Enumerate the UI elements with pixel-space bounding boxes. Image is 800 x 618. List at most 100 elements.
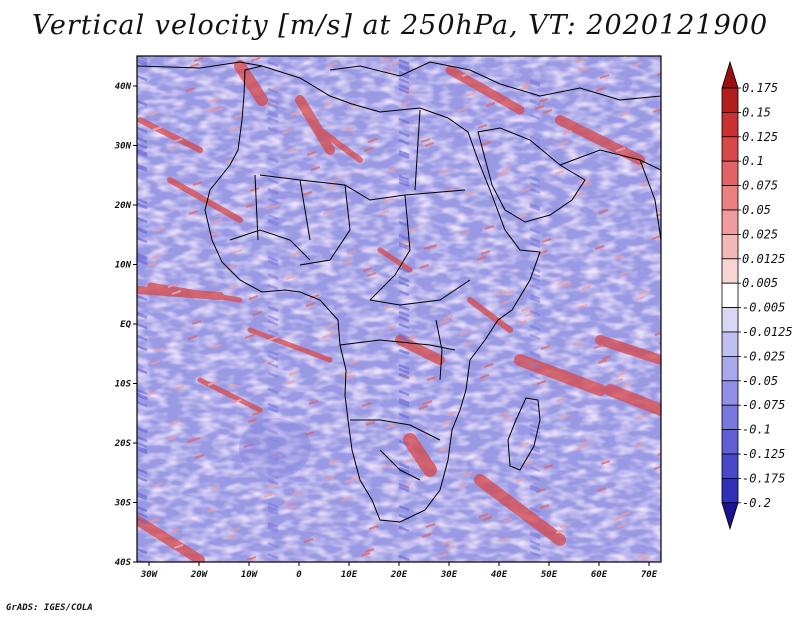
downdraft-fleck (137, 148, 148, 156)
colorbar-bottom-arrow (721, 502, 739, 531)
updraft-fleck (385, 424, 396, 429)
updraft-band (395, 335, 445, 365)
updraft-fleck (171, 290, 182, 295)
updraft-fleck (265, 205, 276, 210)
updraft-fleck (168, 145, 179, 150)
colorbar-swatch (721, 453, 739, 479)
updraft-fleck (387, 167, 398, 172)
downdraft-fleck (267, 353, 279, 361)
updraft-fleck (594, 245, 605, 250)
updraft-fleck (153, 482, 164, 487)
downdraft-fleck (398, 177, 410, 185)
updraft-fleck (251, 411, 262, 416)
updraft-fleck (286, 148, 297, 153)
downdraft-fleck (137, 547, 148, 555)
updraft-fleck (426, 376, 437, 381)
updraft-fleck (345, 375, 356, 380)
updraft-fleck (439, 319, 450, 324)
downdraft-fleck (267, 526, 279, 534)
updraft-fleck (383, 198, 394, 203)
updraft-fleck (212, 218, 223, 223)
updraft-fleck (289, 252, 300, 257)
downdraft-fleck (398, 310, 410, 318)
updraft-fleck (243, 443, 254, 448)
downdraft-fleck (267, 177, 279, 185)
downdraft-fleck (137, 491, 148, 499)
updraft-fleck (639, 181, 650, 186)
downdraft-fleck (529, 296, 541, 304)
downdraft-fleck (267, 116, 279, 124)
downdraft-fleck (267, 371, 279, 379)
updraft-fleck (149, 518, 160, 523)
downdraft-fleck (398, 174, 410, 182)
lat-tick-label: 20N (114, 201, 132, 211)
downdraft-fleck (267, 213, 279, 221)
downdraft-fleck (137, 334, 148, 342)
updraft-fleck (170, 420, 181, 425)
downdraft-fleck (137, 57, 148, 65)
updraft-fleck (324, 476, 335, 481)
updraft-fleck (562, 130, 573, 135)
downdraft-fleck (137, 59, 148, 67)
updraft-fleck (246, 556, 257, 561)
updraft-fleck (558, 141, 569, 146)
updraft-fleck (346, 250, 357, 255)
credit-label: GrADS: IGES/COLA (6, 603, 93, 613)
downdraft-fleck (267, 126, 279, 134)
updraft-fleck (283, 500, 294, 505)
downdraft-fleck (398, 466, 410, 474)
updraft-fleck (291, 491, 302, 496)
downdraft-fleck (267, 501, 279, 509)
updraft-band (137, 515, 205, 562)
updraft-fleck (229, 127, 240, 132)
updraft-fleck (573, 341, 584, 346)
updraft-fleck (284, 380, 295, 385)
downdraft-fleck (137, 136, 148, 144)
updraft-band (467, 297, 513, 333)
downdraft-fleck (137, 236, 148, 244)
updraft-fleck (637, 414, 648, 419)
downdraft-fleck (398, 389, 410, 397)
updraft-fleck (423, 245, 434, 250)
updraft-fleck (381, 464, 392, 469)
updraft-fleck (366, 272, 377, 277)
updraft-fleck (225, 158, 236, 163)
updraft-fleck (193, 57, 204, 62)
downdraft-fleck (398, 332, 410, 340)
downdraft-fleck (137, 74, 148, 82)
updraft-fleck (497, 172, 508, 177)
updraft-band (167, 177, 243, 223)
downdraft-fleck (137, 216, 148, 224)
updraft-fleck (210, 485, 221, 490)
downdraft-fleck (137, 441, 148, 449)
downdraft-fleck (137, 392, 148, 400)
downdraft-fleck (137, 493, 148, 501)
updraft-fleck (557, 280, 568, 285)
downdraft-fleck (529, 361, 541, 369)
colorbar-swatch (721, 429, 739, 455)
updraft-fleck (382, 305, 393, 310)
colorbar-label: -0.075 (742, 398, 785, 412)
lon-tick-label: 50E (541, 570, 558, 580)
downdraft-fleck (398, 469, 410, 477)
downdraft-fleck (529, 138, 541, 146)
downdraft-fleck (137, 517, 148, 525)
downdraft-fleck (398, 87, 410, 95)
updraft-fleck (379, 210, 390, 215)
updraft-fleck (189, 63, 200, 68)
updraft-fleck (152, 126, 163, 131)
downdraft-fleck (267, 552, 279, 560)
lon-tick-label: 60E (591, 570, 608, 580)
downdraft-fleck (267, 505, 279, 513)
colorbar-top-arrow (721, 60, 739, 89)
updraft-fleck (155, 227, 166, 232)
updraft-fleck (504, 290, 515, 295)
updraft-fleck (446, 411, 457, 416)
lat-tick-label: 10S (115, 380, 132, 390)
colorbar-swatch (721, 160, 739, 186)
velocity-field (137, 56, 661, 562)
updraft-fleck (303, 538, 314, 543)
downdraft-fleck (398, 504, 410, 512)
updraft-fleck (440, 169, 451, 174)
downdraft-fleck (267, 328, 279, 336)
